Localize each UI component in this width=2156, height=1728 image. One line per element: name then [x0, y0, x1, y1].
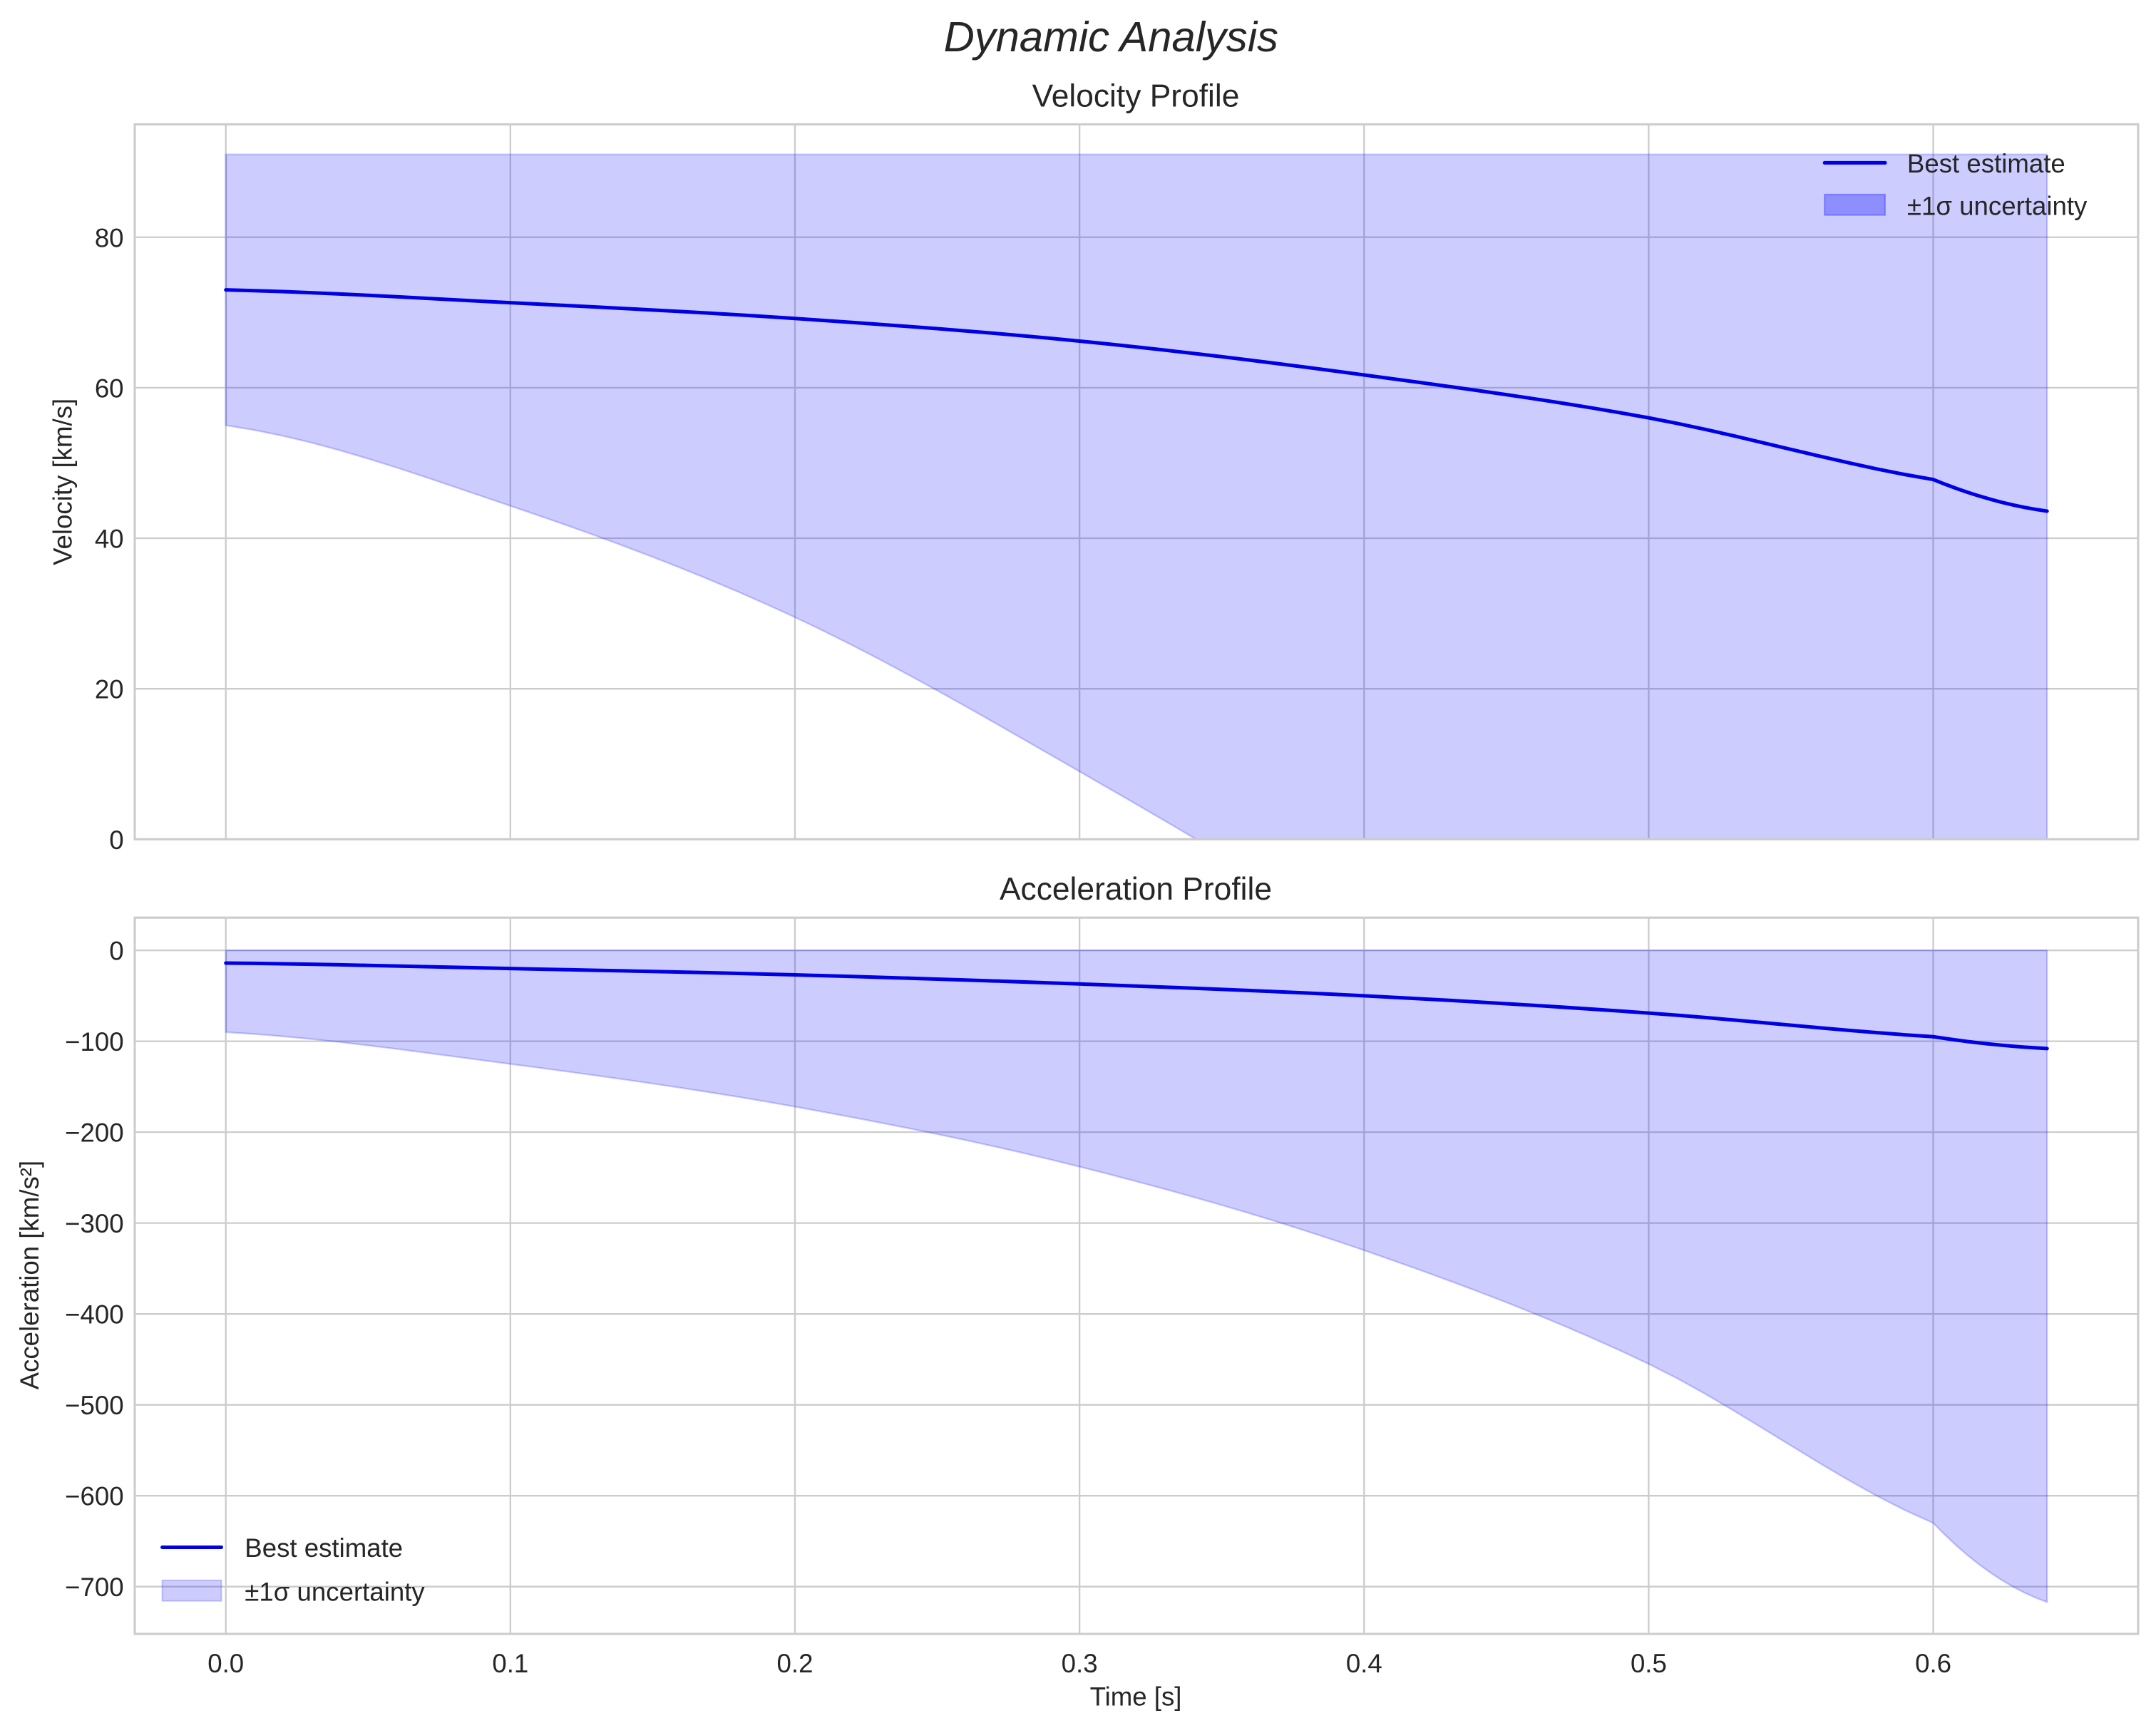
uncertainty-band: [225, 949, 2048, 1604]
y-tick-label: 20: [95, 675, 124, 704]
acceleration-axes-frame: [133, 916, 2140, 1635]
velocity-panel: Velocity Profile 0 20 40 60 80 Velocity [km/…: [48, 78, 2140, 855]
acceleration-grid: [135, 917, 2138, 1634]
x-tick-label: 0.4: [1346, 1649, 1382, 1678]
y-tick-label: −100: [65, 1027, 124, 1056]
y-tick-label: −700: [65, 1573, 124, 1602]
x-tick-label: 0.0: [207, 1649, 244, 1678]
x-tick-label: 0.1: [492, 1649, 528, 1678]
y-tick-label: −500: [65, 1391, 124, 1420]
legend-band-swatch: [1824, 193, 1886, 216]
y-tick-label: 0: [109, 937, 123, 966]
y-tick-label: −300: [65, 1209, 124, 1238]
uncertainty-band: [225, 153, 2048, 840]
best-estimate-line: [224, 288, 2049, 513]
velocity-ylabel: Velocity [km/s]: [48, 398, 77, 565]
y-tick-label: −200: [65, 1118, 124, 1148]
velocity-plot-area: [224, 153, 2049, 840]
x-axis-label: Time [s]: [1090, 1682, 1182, 1711]
velocity-legend: Best estimate ±1σ uncertainty: [1822, 149, 2088, 221]
x-tick-label: 0.6: [1915, 1649, 1951, 1678]
legend-band-label: ±1σ uncertainty: [1907, 192, 2088, 221]
acceleration-y-ticks: 0 −100 −200 −300 −400 −500 −600 −700: [65, 937, 124, 1603]
legend-best-label: Best estimate: [1907, 149, 2065, 178]
best-estimate-line: [224, 961, 2049, 1051]
acceleration-title: Acceleration Profile: [1000, 872, 1272, 907]
legend-band-label: ±1σ uncertainty: [245, 1578, 425, 1607]
x-tick-label: 0.3: [1062, 1649, 1098, 1678]
x-tick-label: 0.2: [777, 1649, 813, 1678]
y-tick-label: −400: [65, 1300, 124, 1330]
y-tick-label: −600: [65, 1482, 124, 1511]
figure-title: Dynamic Analysis: [944, 13, 1278, 61]
y-tick-label: 40: [95, 525, 124, 554]
x-ticks: 0.0 0.1 0.2 0.3 0.4 0.5 0.6: [207, 1649, 1951, 1678]
velocity-title: Velocity Profile: [1032, 78, 1240, 113]
legend-band-swatch: [161, 1579, 222, 1602]
acceleration-legend: Best estimate ±1σ uncertainty: [160, 1533, 425, 1607]
velocity-y-ticks: 0 20 40 60 80: [95, 223, 124, 855]
y-tick-label: 60: [95, 374, 124, 403]
acceleration-ylabel: Acceleration [km/s²]: [15, 1161, 44, 1390]
x-tick-label: 0.5: [1631, 1649, 1667, 1678]
y-tick-label: 0: [109, 826, 123, 855]
velocity-axes-frame: [133, 123, 2140, 840]
acceleration-plot-area: [224, 949, 2049, 1604]
legend-best-label: Best estimate: [245, 1533, 403, 1563]
acceleration-panel: Acceleration Profile 0 −100 −200 −300 −400 −5…: [15, 872, 2140, 1711]
y-tick-label: 80: [95, 223, 124, 252]
